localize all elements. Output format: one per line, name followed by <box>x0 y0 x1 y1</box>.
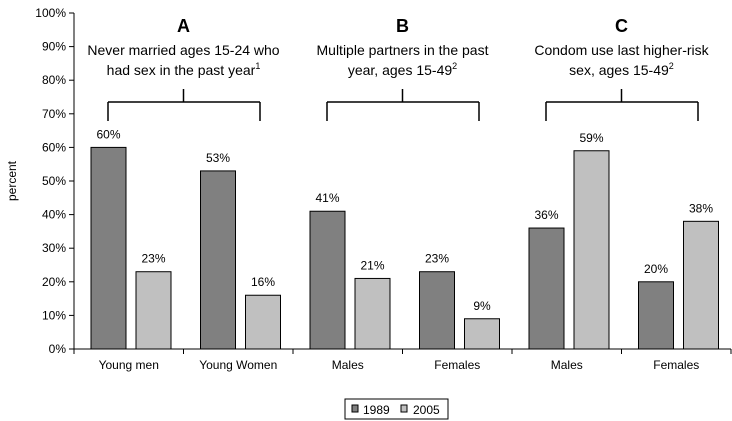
y-tick-label: 30% <box>42 241 66 255</box>
bar-2005 <box>573 150 610 350</box>
footnote-marker: 2 <box>452 61 457 71</box>
panel-letter: C <box>615 16 628 36</box>
y-tick-label: 20% <box>42 275 66 289</box>
data-label-2005: 9% <box>473 299 491 313</box>
category-label: Males <box>332 358 364 372</box>
panel-a: A Never married ages 15-24 who had sex in … <box>87 16 280 121</box>
panel-letter: A <box>177 16 190 36</box>
y-tick-label: 90% <box>42 40 66 54</box>
panel-title-line2: year, ages 15-492 <box>348 61 457 78</box>
category-label: Females <box>434 358 480 372</box>
bar-1989 <box>638 281 674 350</box>
legend: 1989 2005 <box>344 398 449 420</box>
bar-2005 <box>354 277 391 350</box>
data-label-1989: 53% <box>206 151 230 165</box>
axes: 0% 10% 20% 30% 40% 50% 60% 70% 80% 90% 100% percent… <box>5 6 732 372</box>
y-tick-label: 100% <box>35 6 66 20</box>
y-tick-label: 60% <box>42 140 66 154</box>
legend-swatch-1989 <box>351 404 359 413</box>
bar-1989 <box>309 210 346 350</box>
y-tick-label: 10% <box>42 308 66 322</box>
legend-swatch-2005 <box>400 404 408 413</box>
data-label-1989: 23% <box>425 252 449 266</box>
bar-1989 <box>528 227 565 350</box>
bar-1989 <box>200 170 236 350</box>
panel-title-line2-text: year, ages 15-49 <box>348 62 453 78</box>
bar-2005 <box>464 318 500 350</box>
data-label-1989: 41% <box>315 191 339 205</box>
bar-2005 <box>245 294 281 350</box>
category-label: Young Women <box>199 358 277 372</box>
footnote-marker: 1 <box>255 61 260 71</box>
y-axis-label: percent <box>5 160 19 201</box>
data-label-2005: 21% <box>360 258 384 272</box>
y-tick-label: 80% <box>42 73 66 87</box>
y-tick-label: 40% <box>42 208 66 222</box>
panels: A Never married ages 15-24 who had sex in … <box>87 16 710 121</box>
bar-2005 <box>135 271 172 350</box>
data-label-2005: 59% <box>579 131 603 145</box>
bar-1989 <box>90 146 127 350</box>
legend-box <box>344 398 449 420</box>
data-label-2005: 23% <box>141 252 165 266</box>
panel-title-line2: had sex in the past year1 <box>107 61 261 78</box>
data-label-1989: 60% <box>96 127 120 141</box>
data-label-1989: 36% <box>534 208 558 222</box>
category-label: Females <box>653 358 699 372</box>
panel-title-line1: Never married ages 15-24 who <box>87 42 279 58</box>
panel-title-line1: Multiple partners in the past <box>317 42 489 58</box>
panel-c: C Condom use last higher-risk sex, ages 15… <box>534 16 710 121</box>
panel-title-line2-text: sex, ages 15-49 <box>569 62 669 78</box>
bars: 60% 23% 53% 16% 41% 21% 23% 9% 36% 59% 20% 38% <box>90 127 719 350</box>
bar-2005 <box>683 220 719 350</box>
category-label: Young men <box>99 358 159 372</box>
y-tick-label: 50% <box>42 174 66 188</box>
legend-label-2005: 2005 <box>413 403 440 417</box>
panel-b: B Multiple partners in the past year, ages… <box>317 16 489 121</box>
footnote-marker: 2 <box>669 61 674 71</box>
data-label-1989: 20% <box>644 262 668 276</box>
category-label: Males <box>551 358 583 372</box>
bar-1989 <box>419 271 455 350</box>
panel-letter: B <box>396 16 409 36</box>
panel-title-line1: Condom use last higher-risk <box>534 42 709 58</box>
data-label-2005: 16% <box>251 275 275 289</box>
y-tick-label: 0% <box>49 342 67 356</box>
legend-label-1989: 1989 <box>363 403 390 417</box>
panel-title-line2-text: had sex in the past year <box>107 62 256 78</box>
data-label-2005: 38% <box>689 201 713 215</box>
y-tick-label: 70% <box>42 107 66 121</box>
panel-title-line2: sex, ages 15-492 <box>569 61 674 78</box>
